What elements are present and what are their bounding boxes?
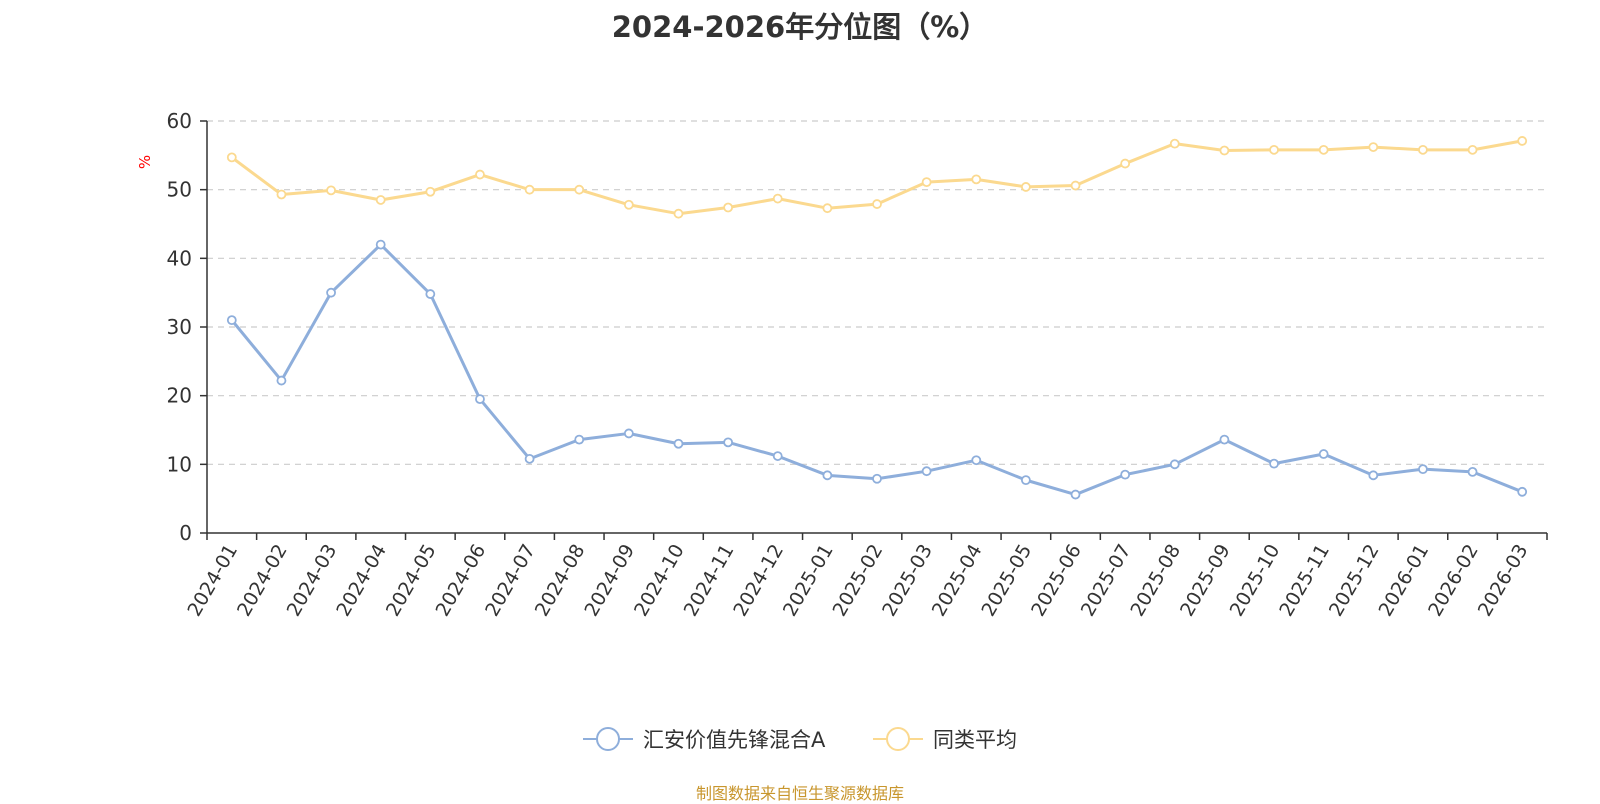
y-tick-label: 10 bbox=[167, 452, 192, 476]
data-point bbox=[772, 451, 783, 461]
data-point bbox=[1517, 486, 1528, 497]
data-point bbox=[623, 428, 634, 439]
axes: 01020304050602024-012024-022024-032024-0… bbox=[167, 109, 1548, 621]
data-point bbox=[425, 186, 436, 197]
data-point bbox=[1120, 158, 1131, 169]
data-point bbox=[723, 437, 734, 448]
data-point bbox=[872, 199, 882, 209]
data-point bbox=[1368, 142, 1379, 152]
data-point bbox=[524, 184, 535, 195]
y-tick-label: 50 bbox=[167, 178, 192, 202]
data-point bbox=[276, 375, 287, 386]
x-tick-label: 2026-03 bbox=[1474, 541, 1533, 621]
data-point bbox=[1070, 180, 1081, 191]
data-point bbox=[326, 287, 336, 298]
data-point bbox=[1467, 466, 1478, 477]
data-point bbox=[872, 473, 882, 484]
data-point bbox=[723, 202, 734, 213]
data-point bbox=[276, 189, 287, 200]
series-line-0 bbox=[230, 243, 1523, 497]
legend-item-0[interactable]: 汇安价值先锋混合A bbox=[583, 727, 826, 752]
legend[interactable]: 汇安价值先锋混合A 同类平均 bbox=[583, 727, 1017, 752]
data-point bbox=[1219, 145, 1230, 156]
chart-title: 2024-2026年分位图（%） bbox=[611, 10, 989, 44]
y-tick-label: 0 bbox=[179, 521, 192, 545]
data-point bbox=[226, 152, 237, 163]
data-point bbox=[1517, 136, 1528, 146]
y-axis-label: % bbox=[136, 155, 154, 169]
legend-marker-icon bbox=[596, 727, 620, 751]
legend-label: 汇安价值先锋混合A bbox=[643, 728, 826, 752]
data-point bbox=[475, 394, 485, 405]
data-point bbox=[921, 177, 932, 188]
data-point bbox=[1070, 489, 1081, 500]
data-point bbox=[375, 195, 386, 205]
y-tick-label: 60 bbox=[167, 109, 192, 133]
grid-lines bbox=[207, 120, 1547, 465]
data-point bbox=[822, 470, 833, 481]
y-tick-label: 20 bbox=[167, 384, 192, 408]
data-point bbox=[1269, 144, 1279, 155]
data-point bbox=[971, 455, 982, 466]
data-point bbox=[1368, 470, 1379, 481]
data-point bbox=[673, 438, 684, 449]
data-point bbox=[524, 453, 535, 464]
data-point bbox=[1269, 458, 1279, 469]
legend-marker-icon bbox=[886, 727, 910, 751]
data-point bbox=[1169, 459, 1180, 470]
data-point bbox=[1020, 475, 1031, 486]
data-point bbox=[772, 193, 783, 204]
data-point bbox=[1169, 138, 1180, 149]
data-point bbox=[1219, 434, 1230, 445]
series-layer bbox=[226, 136, 1528, 500]
data-point bbox=[623, 199, 634, 210]
data-point bbox=[425, 289, 436, 299]
legend-item-1[interactable]: 同类平均 bbox=[873, 727, 1017, 752]
data-point bbox=[1020, 182, 1031, 192]
data-point bbox=[1318, 449, 1329, 459]
data-point bbox=[822, 203, 833, 214]
y-tick-label: 30 bbox=[167, 315, 192, 339]
data-point bbox=[1418, 144, 1428, 155]
data-point bbox=[673, 208, 684, 219]
source-note: 制图数据来自恒生聚源数据库 bbox=[695, 784, 904, 803]
data-point bbox=[971, 174, 982, 185]
data-point bbox=[574, 434, 585, 445]
data-point bbox=[1418, 464, 1428, 475]
data-point bbox=[1318, 144, 1329, 155]
data-point bbox=[326, 185, 336, 196]
y-tick-label: 40 bbox=[167, 246, 192, 270]
data-point bbox=[475, 169, 485, 180]
legend-label: 同类平均 bbox=[933, 728, 1017, 752]
data-point bbox=[1120, 469, 1131, 480]
data-point bbox=[921, 466, 932, 477]
data-point bbox=[226, 315, 237, 326]
data-point bbox=[375, 239, 386, 250]
data-point bbox=[1467, 144, 1478, 155]
data-point bbox=[574, 184, 585, 195]
